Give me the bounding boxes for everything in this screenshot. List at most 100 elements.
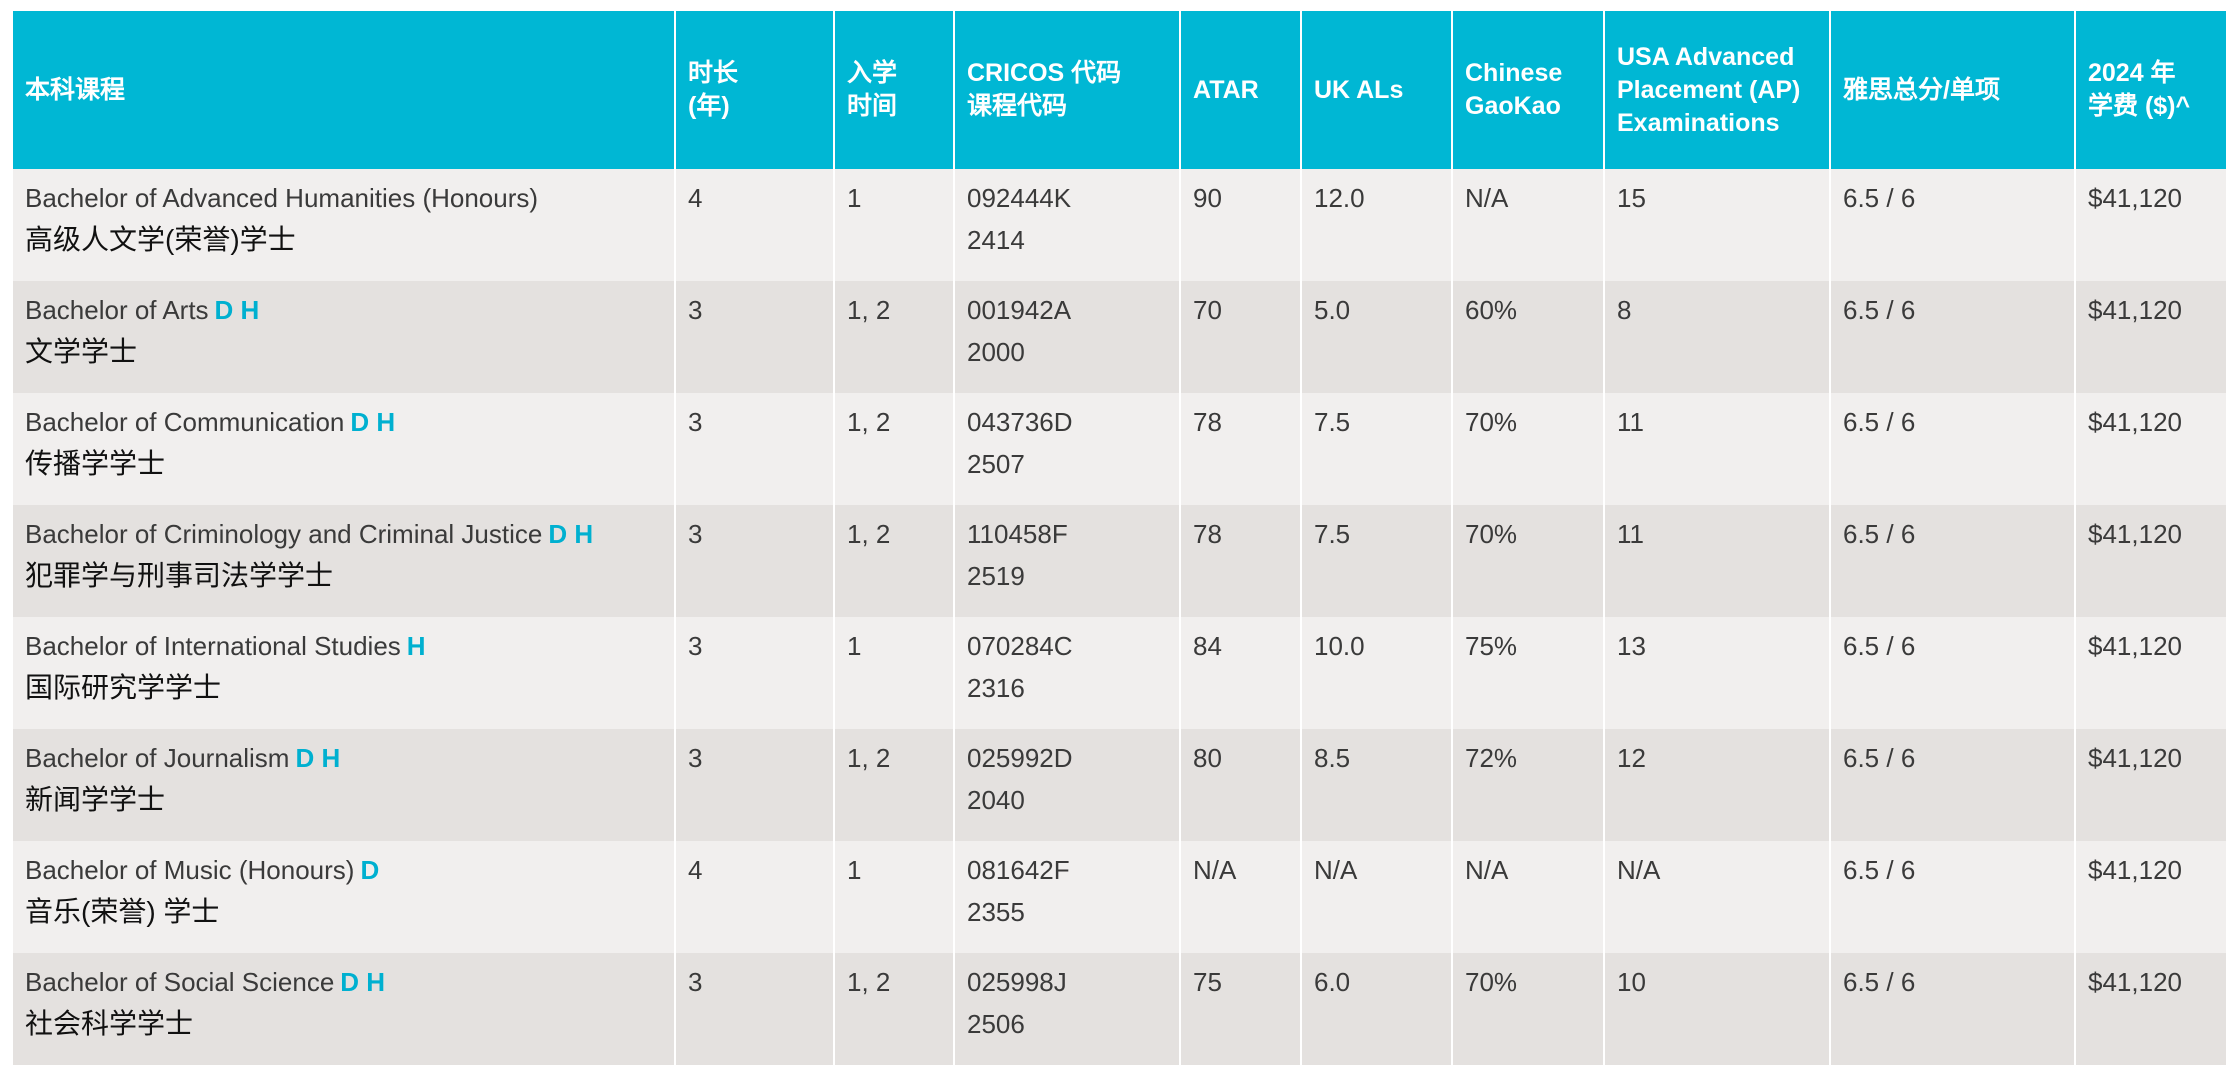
course-name-en: Bachelor of International Studies <box>25 631 401 661</box>
table-row: Bachelor of International Studies H 国际研究学学… <box>11 617 2228 729</box>
course-flags: D H <box>548 519 594 549</box>
cricos-cell: 110458F 2519 <box>953 505 1181 617</box>
cricos-code: 043736D <box>967 407 1073 437</box>
course-cell: Bachelor of Journalism D H 新闻学学士 <box>11 729 676 841</box>
table-row: Bachelor of Communication D H 传播学学士 3 1, 2 04… <box>11 393 2228 505</box>
atar-cell: 90 <box>1179 169 1302 281</box>
ukals-cell: N/A <box>1300 841 1453 953</box>
gaokao-cell: 60% <box>1451 281 1605 393</box>
header-ap: USA Advanced Placement (AP) Examinations <box>1603 11 1831 169</box>
ukals-cell: 8.5 <box>1300 729 1453 841</box>
gaokao-cell: 70% <box>1451 505 1605 617</box>
atar-cell: 84 <box>1179 617 1302 729</box>
course-code: 2519 <box>967 561 1025 591</box>
gaokao-cell: 75% <box>1451 617 1605 729</box>
duration-cell: 4 <box>674 169 835 281</box>
ap-cell: N/A <box>1603 841 1831 953</box>
course-cell: Bachelor of Social Science D H 社会科学学士 <box>11 953 676 1065</box>
gaokao-cell: N/A <box>1451 841 1605 953</box>
ukals-cell: 12.0 <box>1300 169 1453 281</box>
ukals-cell: 10.0 <box>1300 617 1453 729</box>
intake-cell: 1, 2 <box>833 953 955 1065</box>
gaokao-cell: 70% <box>1451 393 1605 505</box>
gaokao-cell: 72% <box>1451 729 1605 841</box>
fee-cell: $41,120 <box>2074 393 2228 505</box>
course-name-zh: 音乐(荣誉) 学士 <box>25 896 220 927</box>
course-name-en: Bachelor of Arts <box>25 295 209 325</box>
course-code: 2355 <box>967 897 1025 927</box>
ielts-cell: 6.5 / 6 <box>1829 169 2076 281</box>
ielts-cell: 6.5 / 6 <box>1829 953 2076 1065</box>
intake-cell: 1 <box>833 841 955 953</box>
course-name-zh: 高级人文学(荣誉)学士 <box>25 224 296 255</box>
atar-cell: 75 <box>1179 953 1302 1065</box>
cricos-code: 081642F <box>967 855 1070 885</box>
header-uk-als: UK ALs <box>1300 11 1453 169</box>
fee-cell: $41,120 <box>2074 617 2228 729</box>
course-code: 2040 <box>967 785 1025 815</box>
course-name-en: Bachelor of Social Science <box>25 967 335 997</box>
header-fee: 2024 年 学费 ($)^ <box>2074 11 2228 169</box>
cricos-code: 025998J <box>967 967 1067 997</box>
course-flags: D H <box>340 967 386 997</box>
course-code: 2000 <box>967 337 1025 367</box>
atar-cell: 80 <box>1179 729 1302 841</box>
ap-cell: 11 <box>1603 393 1831 505</box>
duration-cell: 3 <box>674 729 835 841</box>
course-name-zh: 社会科学学士 <box>25 1008 194 1039</box>
ap-cell: 8 <box>1603 281 1831 393</box>
atar-cell: N/A <box>1179 841 1302 953</box>
duration-cell: 3 <box>674 281 835 393</box>
gaokao-cell: 70% <box>1451 953 1605 1065</box>
ap-cell: 13 <box>1603 617 1831 729</box>
duration-cell: 4 <box>674 841 835 953</box>
cricos-code: 001942A <box>967 295 1072 325</box>
ielts-cell: 6.5 / 6 <box>1829 505 2076 617</box>
fee-cell: $41,120 <box>2074 729 2228 841</box>
table-row: Bachelor of Music (Honours) D 音乐(荣誉) 学士 4 1 0… <box>11 841 2228 953</box>
course-cell: Bachelor of Music (Honours) D 音乐(荣誉) 学士 <box>11 841 676 953</box>
ielts-cell: 6.5 / 6 <box>1829 729 2076 841</box>
ielts-cell: 6.5 / 6 <box>1829 617 2076 729</box>
course-cell: Bachelor of Advanced Humanities (Honours… <box>11 169 676 281</box>
table-row: Bachelor of Advanced Humanities (Honours… <box>11 169 2228 281</box>
duration-cell: 3 <box>674 953 835 1065</box>
header-course: 本科课程 <box>11 11 676 169</box>
intake-cell: 1, 2 <box>833 393 955 505</box>
cricos-cell: 025998J 2506 <box>953 953 1181 1065</box>
course-code: 2507 <box>967 449 1025 479</box>
course-cell: Bachelor of Arts D H 文学学士 <box>11 281 676 393</box>
ukals-cell: 6.0 <box>1300 953 1453 1065</box>
intake-cell: 1, 2 <box>833 505 955 617</box>
course-code: 2506 <box>967 1009 1025 1039</box>
header-atar: ATAR <box>1179 11 1302 169</box>
table-row: Bachelor of Criminology and Criminal Jus… <box>11 505 2228 617</box>
course-code: 2414 <box>967 225 1025 255</box>
header-gaokao: Chinese GaoKao <box>1451 11 1605 169</box>
cricos-code: 070284C <box>967 631 1073 661</box>
cricos-cell: 043736D 2507 <box>953 393 1181 505</box>
course-name-en: Bachelor of Communication <box>25 407 345 437</box>
fee-cell: $41,120 <box>2074 169 2228 281</box>
intake-cell: 1, 2 <box>833 729 955 841</box>
atar-cell: 78 <box>1179 393 1302 505</box>
intake-cell: 1, 2 <box>833 281 955 393</box>
atar-cell: 78 <box>1179 505 1302 617</box>
cricos-cell: 001942A 2000 <box>953 281 1181 393</box>
course-flags: D H <box>295 743 341 773</box>
ap-cell: 15 <box>1603 169 1831 281</box>
course-flags: D H <box>214 295 260 325</box>
course-name-en: Bachelor of Advanced Humanities (Honours… <box>25 183 539 213</box>
intake-cell: 1 <box>833 169 955 281</box>
header-duration: 时长 (年) <box>674 11 835 169</box>
table-row: Bachelor of Journalism D H 新闻学学士 3 1, 2 02599… <box>11 729 2228 841</box>
ukals-cell: 5.0 <box>1300 281 1453 393</box>
ielts-cell: 6.5 / 6 <box>1829 841 2076 953</box>
course-name-zh: 犯罪学与刑事司法学学士 <box>25 560 334 591</box>
intake-cell: 1 <box>833 617 955 729</box>
header-row: 本科课程 时长 (年) 入学 时间 CRICOS 代码 课程代码 ATAR UK ALs C… <box>11 11 2228 169</box>
courses-table: 本科课程 时长 (年) 入学 时间 CRICOS 代码 课程代码 ATAR UK ALs C… <box>11 11 2228 1065</box>
cricos-cell: 081642F 2355 <box>953 841 1181 953</box>
cricos-cell: 092444K 2414 <box>953 169 1181 281</box>
course-name-zh: 传播学学士 <box>25 448 166 479</box>
